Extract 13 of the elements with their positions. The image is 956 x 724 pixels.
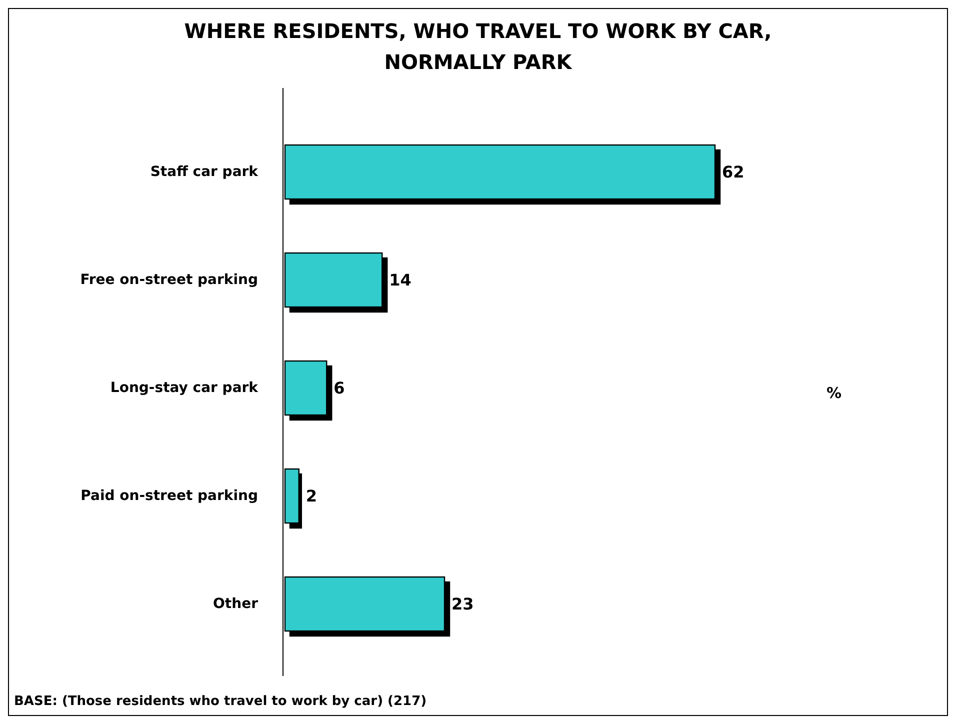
data-label: 2 [306, 486, 318, 506]
y-tick-label: Other [213, 596, 258, 612]
y-tick-label: Long-stay car park [110, 380, 259, 396]
data-label: 6 [334, 378, 345, 398]
text: BASE: (Those residents who travel to work by car) (217) [14, 694, 427, 709]
y-tick-label: Paid on-street parking [80, 488, 258, 504]
data-label: 23 [452, 594, 474, 614]
data-label: 62 [722, 162, 744, 182]
chart-title: WHERE RESIDENTS, WHO TRAVEL TO WORK BY CAR, NORMALLY PARK [184, 19, 772, 74]
y-tick-label: Staff car park [150, 164, 259, 180]
data-label: 14 [389, 270, 412, 290]
y-tick-label: Free on-street parking [80, 272, 258, 288]
text: % [826, 384, 842, 402]
